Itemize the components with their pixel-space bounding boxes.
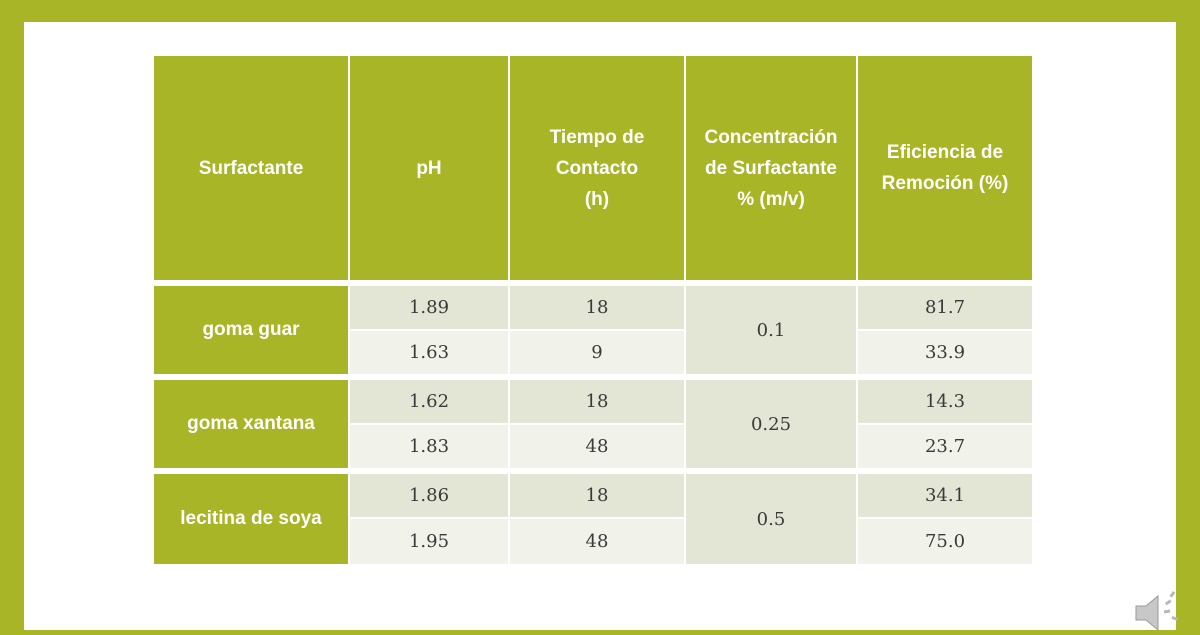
header-row: Surfactante pH Tiempo de Contacto (h) Co… xyxy=(153,55,1033,283)
header-eficiencia: Eficiencia de Remoción (%) xyxy=(857,55,1033,283)
concentracion-cell: 0.5 xyxy=(685,471,857,565)
eficiencia-cell: 23.7 xyxy=(857,424,1033,471)
surfactante-cell: lecitina de soya xyxy=(153,471,349,565)
concentracion-cell: 0.25 xyxy=(685,377,857,471)
eficiencia-cell: 33.9 xyxy=(857,330,1033,377)
header-ph: pH xyxy=(349,55,509,283)
ph-cell: 1.86 xyxy=(349,471,509,518)
results-table: Surfactante pH Tiempo de Contacto (h) Co… xyxy=(152,54,1034,566)
speaker-icon-graphic xyxy=(1132,590,1190,630)
tiempo-cell: 18 xyxy=(509,471,685,518)
ph-cell: 1.63 xyxy=(349,330,509,377)
ph-cell: 1.89 xyxy=(349,283,509,330)
surfactante-cell: goma guar xyxy=(153,283,349,377)
tiempo-cell: 18 xyxy=(509,377,685,424)
eficiencia-cell: 14.3 xyxy=(857,377,1033,424)
header-concentracion: Concentración de Surfactante % (m/v) xyxy=(685,55,857,283)
ph-cell: 1.83 xyxy=(349,424,509,471)
tiempo-cell: 48 xyxy=(509,424,685,471)
ph-cell: 1.62 xyxy=(349,377,509,424)
header-tiempo: Tiempo de Contacto (h) xyxy=(509,55,685,283)
eficiencia-cell: 81.7 xyxy=(857,283,1033,330)
tiempo-cell: 18 xyxy=(509,283,685,330)
tiempo-cell: 48 xyxy=(509,518,685,565)
table-row: goma xantana 1.62 18 0.25 14.3 xyxy=(153,377,1033,424)
eficiencia-cell: 75.0 xyxy=(857,518,1033,565)
tiempo-cell: 9 xyxy=(509,330,685,377)
surfactante-cell: goma xantana xyxy=(153,377,349,471)
speaker-icon[interactable] xyxy=(1132,590,1190,630)
ph-cell: 1.95 xyxy=(349,518,509,565)
table-row: lecitina de soya 1.86 18 0.5 34.1 xyxy=(153,471,1033,518)
header-surfactante: Surfactante xyxy=(153,55,349,283)
eficiencia-cell: 34.1 xyxy=(857,471,1033,518)
concentracion-cell: 0.1 xyxy=(685,283,857,377)
slide: Surfactante pH Tiempo de Contacto (h) Co… xyxy=(24,22,1176,630)
table-row: goma guar 1.89 18 0.1 81.7 xyxy=(153,283,1033,330)
